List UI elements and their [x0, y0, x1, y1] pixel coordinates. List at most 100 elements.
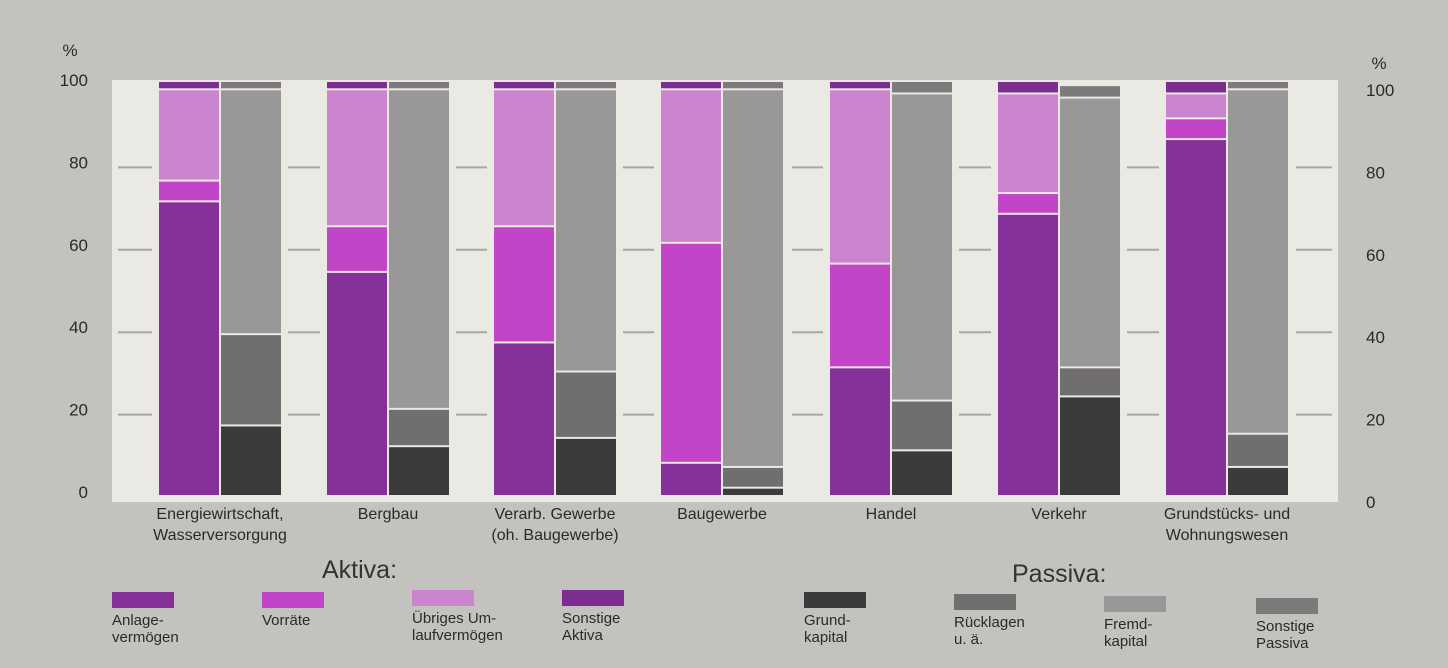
passiva-bar-segment	[221, 82, 281, 89]
aktiva-bar-segment	[1166, 94, 1226, 118]
aktiva-bar-segment	[327, 272, 387, 495]
aktiva-bar-segment	[998, 194, 1058, 213]
right-axis-unit: %	[1371, 54, 1386, 73]
passiva-bar-segment	[892, 401, 952, 450]
legend-item: Fremd- kapital	[1104, 596, 1244, 650]
aktiva-bar-segment	[494, 227, 554, 342]
aktiva-bar-segment	[830, 82, 890, 89]
legend-label: Anlage- vermögen	[112, 612, 179, 646]
passiva-bar-segment	[1228, 467, 1288, 495]
aktiva-bar-segment	[830, 368, 890, 495]
left-axis-unit: %	[62, 41, 77, 60]
category-label-line2: Wohnungswesen	[1166, 527, 1288, 544]
passiva-bar-segment	[1228, 82, 1288, 89]
legend-label: Vorräte	[262, 612, 311, 629]
aktiva-bar-segment	[1166, 82, 1226, 93]
aktiva-bar-segment	[327, 227, 387, 271]
passiva-bar-segment	[389, 447, 449, 495]
legend-item: Grund- kapital	[804, 592, 944, 646]
passiva-bar-segment	[723, 90, 783, 466]
left-tick-label: 0	[79, 483, 88, 502]
passiva-bar-segment	[892, 451, 952, 495]
legend-label: Sonstige Passiva	[1256, 618, 1315, 652]
left-tick-label: 80	[69, 153, 88, 172]
aktiva-bar-segment	[998, 94, 1058, 193]
passiva-bar-segment	[1060, 368, 1120, 396]
right-y-axis: % 100 80 60 40 20 0	[1366, 54, 1394, 512]
passiva-bar-segment	[556, 90, 616, 371]
aktiva-bar-segment	[661, 243, 721, 462]
legend-item: Vorräte	[262, 592, 402, 629]
aktiva-bar-segment	[830, 264, 890, 367]
bars	[159, 82, 1288, 496]
category-labels: Energiewirtschaft, Wasserversorgung Bergba…	[153, 506, 1290, 544]
left-tick-label: 20	[69, 401, 88, 420]
legend-item: Übriges Um- laufvermögen	[412, 590, 552, 644]
aktiva-bar-segment	[494, 82, 554, 89]
right-tick-label: 0	[1366, 493, 1375, 512]
passiva-bar-segment	[556, 438, 616, 495]
aktiva-bar-segment	[998, 214, 1058, 496]
passiva-bar-segment	[389, 90, 449, 408]
passiva-bar-segment	[723, 467, 783, 487]
legend-swatch	[262, 592, 324, 608]
legend-item: Sonstige Aktiva	[562, 590, 702, 644]
passiva-bar-segment	[1060, 397, 1120, 495]
passiva-bar-segment	[556, 372, 616, 437]
legend-label: Sonstige Aktiva	[562, 610, 621, 644]
legend-swatch	[112, 592, 174, 608]
legend-swatch	[954, 594, 1016, 610]
gridlines	[118, 166, 1332, 416]
passiva-bar-segment	[221, 335, 281, 425]
legend-swatch	[412, 590, 474, 606]
passiva-bar-segment	[1060, 98, 1120, 367]
right-tick-label: 80	[1366, 163, 1385, 182]
category-label: Verkehr	[1031, 506, 1087, 523]
aktiva-bar-segment	[159, 202, 219, 495]
aktiva-bar-segment	[1166, 140, 1226, 495]
right-tick-label: 20	[1366, 411, 1385, 430]
aktiva-bar-segment	[159, 82, 219, 89]
left-tick-label: 60	[69, 236, 88, 255]
passiva-bar-segment	[389, 82, 449, 89]
legend-swatch	[804, 592, 866, 608]
aktiva-bar-segment	[1166, 119, 1226, 139]
left-y-axis: % 100 80 60 40 20 0	[60, 41, 88, 502]
passiva-bar-segment	[1228, 434, 1288, 466]
aktiva-bar-segment	[159, 181, 219, 201]
passiva-bar-segment	[723, 82, 783, 89]
category-label-line2: (oh. Baugewerbe)	[491, 527, 618, 544]
aktiva-bar-segment	[159, 90, 219, 180]
legend-item: Anlage- vermögen	[112, 592, 252, 646]
aktiva-bar-segment	[494, 90, 554, 226]
category-label: Grundstücks- und	[1164, 506, 1290, 523]
passiva-bar-segment	[892, 82, 952, 93]
passiva-bar-segment	[221, 426, 281, 495]
legend-swatch	[1256, 598, 1318, 614]
category-label-line2: Wasserversorgung	[153, 527, 287, 544]
left-tick-label: 100	[60, 71, 88, 90]
legend-item: Rücklagen u. ä.	[954, 594, 1094, 648]
passiva-bar-segment	[389, 409, 449, 446]
right-tick-label: 60	[1366, 246, 1385, 265]
category-label: Baugewerbe	[677, 506, 767, 523]
legend-swatch	[562, 590, 624, 606]
legend-label: Fremd- kapital	[1104, 616, 1153, 650]
legend-swatch	[1104, 596, 1166, 612]
aktiva-bar-segment	[830, 90, 890, 263]
passiva-bar-segment	[1060, 86, 1120, 97]
aktiva-bar-segment	[661, 90, 721, 242]
aktiva-bar-segment	[661, 463, 721, 495]
passiva-bar-segment	[723, 488, 783, 495]
aktiva-bar-segment	[998, 82, 1058, 93]
aktiva-bar-segment	[327, 90, 387, 226]
aktiva-bar-segment	[494, 343, 554, 495]
legend-label: Übriges Um- laufvermögen	[412, 610, 503, 644]
category-label: Handel	[866, 506, 917, 523]
passiva-legend-title: Passiva:	[1012, 560, 1107, 588]
category-label: Energiewirtschaft,	[156, 506, 283, 523]
right-tick-label: 100	[1366, 81, 1394, 100]
category-label: Verarb. Gewerbe	[495, 506, 616, 523]
category-label: Bergbau	[358, 506, 419, 523]
